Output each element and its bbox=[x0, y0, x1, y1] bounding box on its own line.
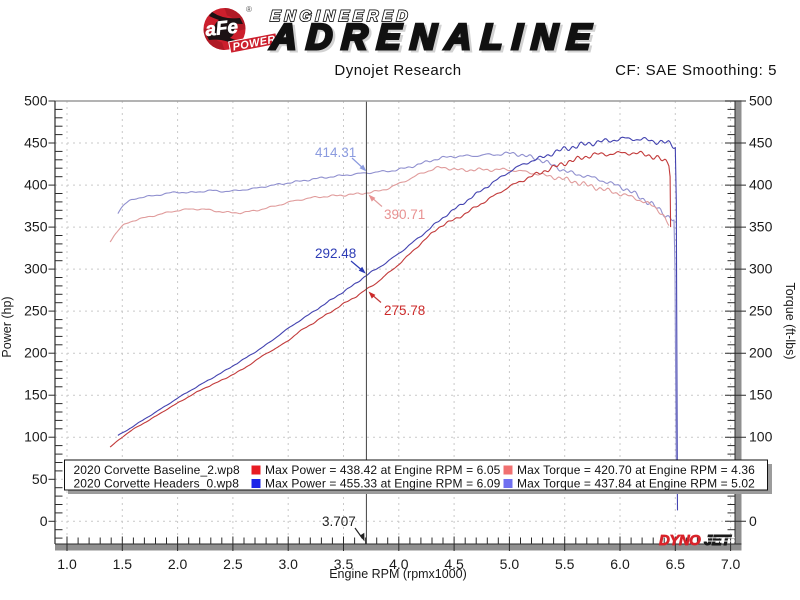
svg-text:350: 350 bbox=[749, 219, 773, 235]
svg-text:275.78: 275.78 bbox=[384, 303, 425, 318]
svg-text:Engine RPM (rpmx1000): Engine RPM (rpmx1000) bbox=[329, 567, 467, 581]
svg-text:150: 150 bbox=[749, 387, 773, 403]
svg-text:200: 200 bbox=[24, 345, 48, 361]
svg-text:ENGINEERED: ENGINEERED bbox=[270, 8, 412, 25]
svg-text:200: 200 bbox=[749, 345, 773, 361]
svg-text:Max Power = 438.42 at Engine R: Max Power = 438.42 at Engine RPM = 6.05 bbox=[265, 463, 501, 477]
svg-text:450: 450 bbox=[749, 135, 773, 151]
svg-text:3.707: 3.707 bbox=[322, 514, 356, 529]
svg-text:1.5: 1.5 bbox=[113, 556, 133, 572]
svg-text:500: 500 bbox=[749, 93, 773, 109]
svg-text:ADRENALINE: ADRENALINE bbox=[269, 16, 601, 57]
svg-text:300: 300 bbox=[749, 261, 773, 277]
svg-text:414.31: 414.31 bbox=[315, 145, 356, 160]
svg-text:2.5: 2.5 bbox=[223, 556, 243, 572]
svg-text:0: 0 bbox=[40, 513, 48, 529]
svg-text:150: 150 bbox=[24, 387, 48, 403]
svg-text:500: 500 bbox=[24, 93, 48, 109]
svg-text:3.5: 3.5 bbox=[334, 556, 354, 572]
svg-text:250: 250 bbox=[24, 303, 48, 319]
svg-text:7.0: 7.0 bbox=[721, 556, 741, 572]
svg-text:ADRENALINE: ADRENALINE bbox=[271, 18, 603, 59]
svg-text:®: ® bbox=[246, 5, 252, 14]
svg-text:450: 450 bbox=[24, 135, 48, 151]
svg-text:5.5: 5.5 bbox=[555, 556, 575, 572]
svg-text:2020 Corvette Headers_0.wp8: 2020 Corvette Headers_0.wp8 bbox=[74, 477, 240, 491]
svg-text:DYNO: DYNO bbox=[659, 532, 701, 549]
svg-text:JET: JET bbox=[704, 532, 732, 549]
svg-text:4.5: 4.5 bbox=[444, 556, 464, 572]
svg-text:100: 100 bbox=[749, 429, 773, 445]
svg-text:Torque (ft-lbs): Torque (ft-lbs) bbox=[783, 282, 797, 359]
svg-text:300: 300 bbox=[24, 261, 48, 277]
svg-text:Dynojet Research: Dynojet Research bbox=[334, 62, 461, 79]
svg-text:3.0: 3.0 bbox=[278, 556, 298, 572]
svg-text:Max Torque = 437.84 at Engine: Max Torque = 437.84 at Engine RPM = 5.02 bbox=[517, 477, 755, 491]
svg-text:Max Power = 455.33 at Engine R: Max Power = 455.33 at Engine RPM = 6.09 bbox=[265, 477, 501, 491]
svg-text:100: 100 bbox=[24, 429, 48, 445]
svg-text:CF: SAE Smoothing: 5: CF: SAE Smoothing: 5 bbox=[615, 62, 777, 79]
svg-text:400: 400 bbox=[24, 177, 48, 193]
svg-text:250: 250 bbox=[749, 303, 773, 319]
svg-text:Power (hp): Power (hp) bbox=[0, 296, 14, 357]
svg-text:5.0: 5.0 bbox=[500, 556, 520, 572]
svg-text:292.48: 292.48 bbox=[315, 246, 356, 261]
svg-text:4.0: 4.0 bbox=[389, 556, 409, 572]
svg-text:6.5: 6.5 bbox=[666, 556, 686, 572]
svg-text:6.0: 6.0 bbox=[610, 556, 630, 572]
svg-text:400: 400 bbox=[749, 177, 773, 193]
svg-text:2.0: 2.0 bbox=[168, 556, 188, 572]
svg-text:350: 350 bbox=[24, 219, 48, 235]
svg-text:2020 Corvette Baseline_2.wp8: 2020 Corvette Baseline_2.wp8 bbox=[74, 463, 240, 477]
svg-text:390.71: 390.71 bbox=[384, 207, 425, 222]
svg-text:1.0: 1.0 bbox=[57, 556, 77, 572]
svg-text:0: 0 bbox=[749, 513, 757, 529]
svg-text:Max Torque = 420.70 at Engine: Max Torque = 420.70 at Engine RPM = 4.36 bbox=[517, 463, 755, 477]
svg-text:aFe: aFe bbox=[204, 17, 239, 41]
svg-text:50: 50 bbox=[32, 471, 48, 487]
